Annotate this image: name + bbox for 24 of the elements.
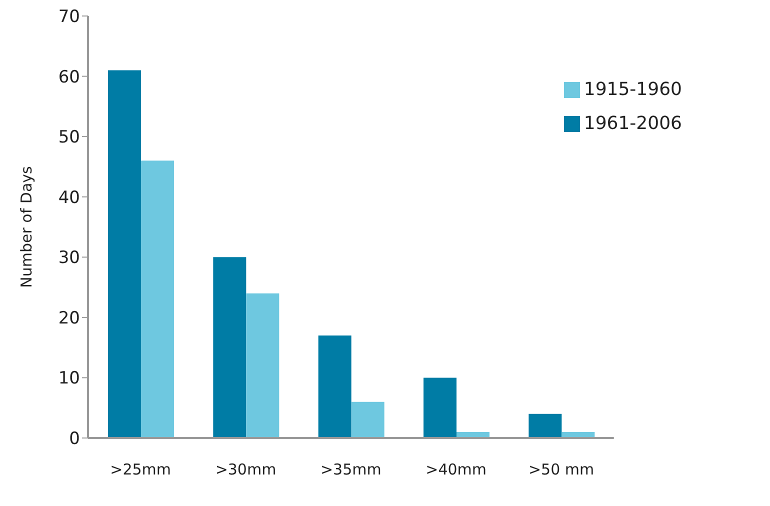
bar [213, 257, 246, 438]
y-tick-label: 40 [58, 188, 80, 208]
y-tick-label: 30 [58, 248, 80, 268]
bar [528, 414, 562, 438]
y-tick-label: 60 [58, 67, 80, 88]
bar [246, 293, 280, 438]
legend-label: 1961-2006 [584, 113, 682, 134]
x-tick-label: >50 mm [528, 460, 594, 479]
y-axis-title: Number of Days [17, 166, 36, 288]
x-tick-label: >30mm [215, 460, 276, 479]
y-tick-label: 50 [58, 128, 80, 148]
bar [424, 378, 457, 438]
bar [140, 160, 174, 438]
y-tick-label: 0 [69, 429, 80, 450]
y-tick-label: 70 [58, 7, 80, 28]
bar [108, 70, 141, 438]
x-tick-label: >25mm [110, 460, 172, 479]
legend-label: 1915-1960 [584, 79, 682, 100]
bar [351, 402, 384, 438]
x-tick-label: >35mm [320, 460, 382, 479]
bar [318, 336, 352, 438]
x-tick-label: >40mm [426, 460, 487, 479]
y-tick-label: 20 [58, 308, 80, 328]
y-tick-label: 10 [58, 368, 80, 389]
